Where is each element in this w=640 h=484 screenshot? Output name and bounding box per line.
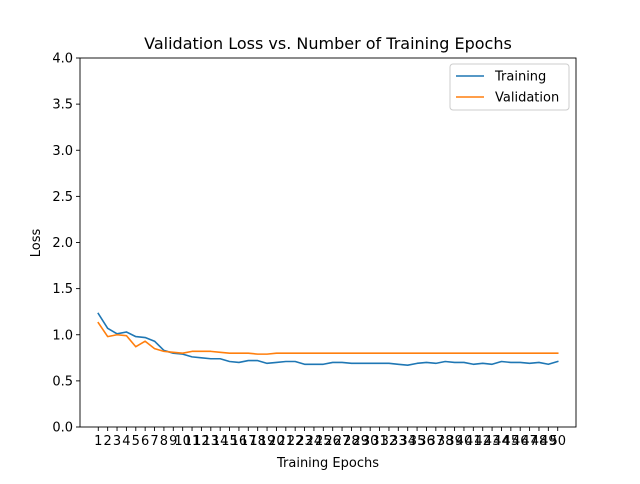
x-tick-label: 45 bbox=[503, 434, 520, 449]
x-tick-label: 32 bbox=[381, 434, 398, 449]
x-tick-label: 30 bbox=[362, 434, 379, 449]
x-tick-label: 46 bbox=[512, 434, 529, 449]
x-tick-label: 48 bbox=[531, 434, 548, 449]
chart-title: Validation Loss vs. Number of Training E… bbox=[144, 34, 512, 53]
x-tick-label: 10 bbox=[174, 434, 191, 449]
y-tick-label: 4.0 bbox=[52, 52, 73, 67]
x-tick-label: 15 bbox=[221, 434, 238, 449]
y-tick-label: 0.0 bbox=[52, 421, 73, 436]
x-tick-label: 43 bbox=[484, 434, 501, 449]
legend-label-validation: Validation bbox=[495, 91, 559, 106]
y-tick-label: 1.5 bbox=[52, 282, 73, 297]
y-tick-label: 3.0 bbox=[52, 144, 73, 159]
x-tick-label: 49 bbox=[540, 434, 557, 449]
x-tick-label: 2 bbox=[104, 434, 112, 449]
y-tick-label: 2.5 bbox=[52, 190, 73, 205]
legend: Training Validation bbox=[449, 63, 570, 111]
x-tick-label: 42 bbox=[474, 434, 491, 449]
x-tick-label: 29 bbox=[353, 434, 370, 449]
x-tick-label: 35 bbox=[409, 434, 426, 449]
x-tick-label: 4 bbox=[122, 434, 130, 449]
series-line-validation bbox=[97, 321, 559, 355]
x-tick-label: 44 bbox=[493, 434, 510, 449]
x-tick-label: 36 bbox=[418, 434, 435, 449]
x-tick-label: 40 bbox=[456, 434, 473, 449]
x-tick-label: 22 bbox=[287, 434, 304, 449]
x-tick-label: 37 bbox=[428, 434, 445, 449]
plot-area: 0.00.51.01.52.02.53.03.54.01 2 3 4 5 6 7 8 91011… bbox=[52, 52, 577, 449]
x-tick-label: 1 bbox=[94, 434, 102, 449]
x-tick-label: 5 bbox=[132, 434, 140, 449]
x-tick-label: 18 bbox=[249, 434, 266, 449]
x-tick-label: 28 bbox=[343, 434, 360, 449]
x-tick-label: 19 bbox=[259, 434, 276, 449]
x-tick-label: 50 bbox=[549, 434, 566, 449]
y-tick-label: 2.0 bbox=[52, 236, 73, 251]
x-tick-label: 9 bbox=[169, 434, 177, 449]
x-tick-label: 11 bbox=[184, 434, 201, 449]
x-tick-label: 12 bbox=[193, 434, 210, 449]
x-tick-label: 31 bbox=[371, 434, 388, 449]
x-tick-label: 8 bbox=[160, 434, 168, 449]
x-tick-label: 17 bbox=[240, 434, 257, 449]
x-tick-label: 6 bbox=[141, 434, 149, 449]
x-tick-label: 33 bbox=[390, 434, 407, 449]
x-tick-label: 16 bbox=[231, 434, 248, 449]
y-tick-label: 0.5 bbox=[52, 374, 73, 389]
x-tick-label: 20 bbox=[268, 434, 285, 449]
x-tick-label: 3 bbox=[113, 434, 121, 449]
x-tick-label: 21 bbox=[278, 434, 295, 449]
x-tick-label: 47 bbox=[521, 434, 538, 449]
x-axis-label: Training Epochs bbox=[276, 456, 379, 471]
x-tick-label: 7 bbox=[150, 434, 158, 449]
x-tick-label: 41 bbox=[465, 434, 482, 449]
y-tick-label: 3.5 bbox=[52, 98, 73, 113]
x-tick-label: 34 bbox=[399, 434, 416, 449]
x-tick-label: 14 bbox=[212, 434, 229, 449]
legend-label-training: Training bbox=[494, 70, 546, 85]
x-tick-label: 25 bbox=[315, 434, 332, 449]
y-axis-label: Loss bbox=[29, 229, 44, 258]
x-tick-label: 39 bbox=[446, 434, 463, 449]
x-tick-label: 23 bbox=[296, 434, 313, 449]
x-tick-label: 38 bbox=[437, 434, 454, 449]
series-line-training bbox=[97, 312, 559, 366]
y-tick-label: 1.0 bbox=[52, 328, 73, 343]
x-tick-label: 27 bbox=[334, 434, 351, 449]
x-tick-label: 26 bbox=[324, 434, 341, 449]
x-tick-label: 24 bbox=[306, 434, 323, 449]
x-tick-label: 13 bbox=[203, 434, 220, 449]
